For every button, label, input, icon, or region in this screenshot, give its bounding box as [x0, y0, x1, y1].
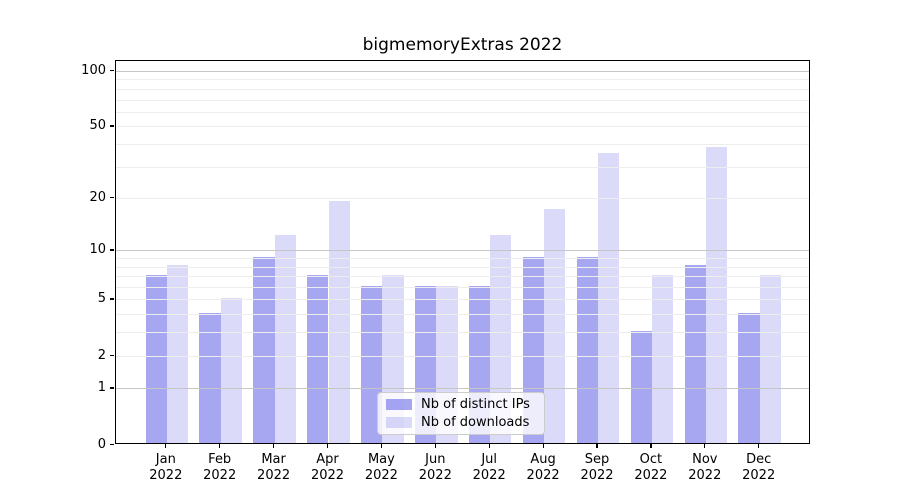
bar-distinct-ips-oct [630, 330, 652, 443]
gridline-8 [116, 266, 809, 268]
bar-downloads-dec [759, 274, 781, 443]
gridline-100 [116, 71, 809, 72]
y-tick-label-1: 1 [97, 380, 106, 396]
gridline-4 [116, 314, 809, 316]
x-tick-mark-jul [488, 444, 490, 448]
legend-swatch-downloads [386, 416, 412, 428]
x-tick-mark-feb [219, 444, 221, 448]
x-tick-mark-sep [596, 444, 598, 448]
gridline-1 [116, 388, 809, 390]
gridline-70 [116, 99, 809, 101]
x-tick-label-may: May 2022 [364, 452, 398, 483]
y-tick-label-5: 5 [97, 291, 106, 307]
x-tick-label-feb: Feb 2022 [203, 452, 237, 483]
bar-downloads-aug [544, 209, 566, 443]
gridline-2 [116, 355, 809, 357]
x-tick-mark-nov [704, 444, 706, 448]
y-tick-mark-1 [110, 387, 114, 389]
gridline-7 [116, 276, 809, 278]
x-tick-label-jun: Jun 2022 [418, 452, 452, 483]
bar-downloads-nov [705, 146, 728, 443]
y-tick-mark-100 [110, 70, 114, 72]
gridline-10 [116, 250, 809, 252]
gridline-5 [116, 299, 809, 301]
x-tick-mark-jun [434, 444, 436, 448]
x-tick-label-dec: Dec 2022 [742, 452, 776, 483]
bar-downloads-sep [598, 153, 620, 443]
gridline-60 [116, 111, 809, 113]
gridline-50 [116, 126, 809, 128]
gridline-6 [116, 287, 809, 289]
x-tick-label-jul: Jul 2022 [472, 452, 506, 483]
x-tick-mark-oct [650, 444, 652, 448]
y-tick-mark-2 [110, 354, 114, 356]
x-tick-mark-jan [165, 444, 167, 448]
gridline-30 [116, 166, 809, 168]
y-tick-mark-5 [110, 298, 114, 300]
x-tick-label-sep: Sep 2022 [580, 452, 614, 483]
y-tick-label-0: 0 [97, 436, 106, 452]
y-tick-label-2: 2 [97, 347, 106, 363]
bar-distinct-ips-mar [253, 256, 275, 443]
legend-entry-downloads: Nb of downloads [386, 415, 534, 430]
x-tick-mark-dec [758, 444, 760, 448]
y-tick-label-10: 10 [89, 242, 106, 258]
legend: Nb of distinct IPs Nb of downloads [377, 392, 545, 435]
y-tick-mark-0 [110, 443, 114, 445]
bar-distinct-ips-jan [145, 274, 167, 443]
bar-distinct-ips-sep [576, 256, 598, 443]
x-tick-label-jan: Jan 2022 [149, 452, 183, 483]
gridline-9 [116, 258, 809, 260]
legend-label-distinct-ips: Nb of distinct IPs [421, 397, 530, 413]
gridline-80 [116, 88, 809, 90]
x-tick-mark-mar [273, 444, 275, 448]
y-tick-label-20: 20 [89, 190, 106, 206]
legend-entry-distinct-ips: Nb of distinct IPs [386, 397, 534, 412]
x-tick-label-oct: Oct 2022 [634, 452, 668, 483]
y-tick-label-50: 50 [89, 118, 106, 134]
x-tick-mark-aug [542, 444, 544, 448]
bar-distinct-ips-dec [738, 312, 760, 443]
y-tick-mark-20 [110, 197, 114, 199]
x-tick-label-nov: Nov 2022 [688, 452, 722, 483]
gridline-3 [116, 332, 809, 334]
legend-label-downloads: Nb of downloads [421, 414, 530, 430]
x-tick-label-apr: Apr 2022 [310, 452, 345, 483]
bar-distinct-ips-feb [199, 312, 221, 443]
chart-title: bigmemoryExtras 2022 [362, 35, 563, 55]
legend-swatch-distinct-ips [386, 399, 412, 411]
gridline-40 [116, 143, 809, 145]
bar-downloads-oct [651, 274, 674, 443]
bar-distinct-ips-nov [684, 265, 706, 443]
x-tick-label-aug: Aug 2022 [526, 452, 560, 483]
x-tick-mark-may [380, 444, 383, 448]
x-tick-mark-apr [326, 444, 329, 448]
bar-distinct-ips-apr [307, 274, 329, 443]
y-tick-mark-50 [110, 125, 114, 127]
x-tick-label-mar: Mar 2022 [257, 452, 291, 483]
plot-area: Nb of distinct IPs Nb of downloads [115, 60, 810, 444]
bar-downloads-jan [166, 265, 189, 443]
y-tick-label-100: 100 [81, 63, 106, 78]
bar-downloads-apr [328, 200, 350, 443]
gridline-20 [116, 198, 809, 200]
bar-downloads-feb [220, 298, 242, 443]
gridline-90 [116, 79, 809, 81]
y-tick-mark-10 [110, 249, 114, 251]
